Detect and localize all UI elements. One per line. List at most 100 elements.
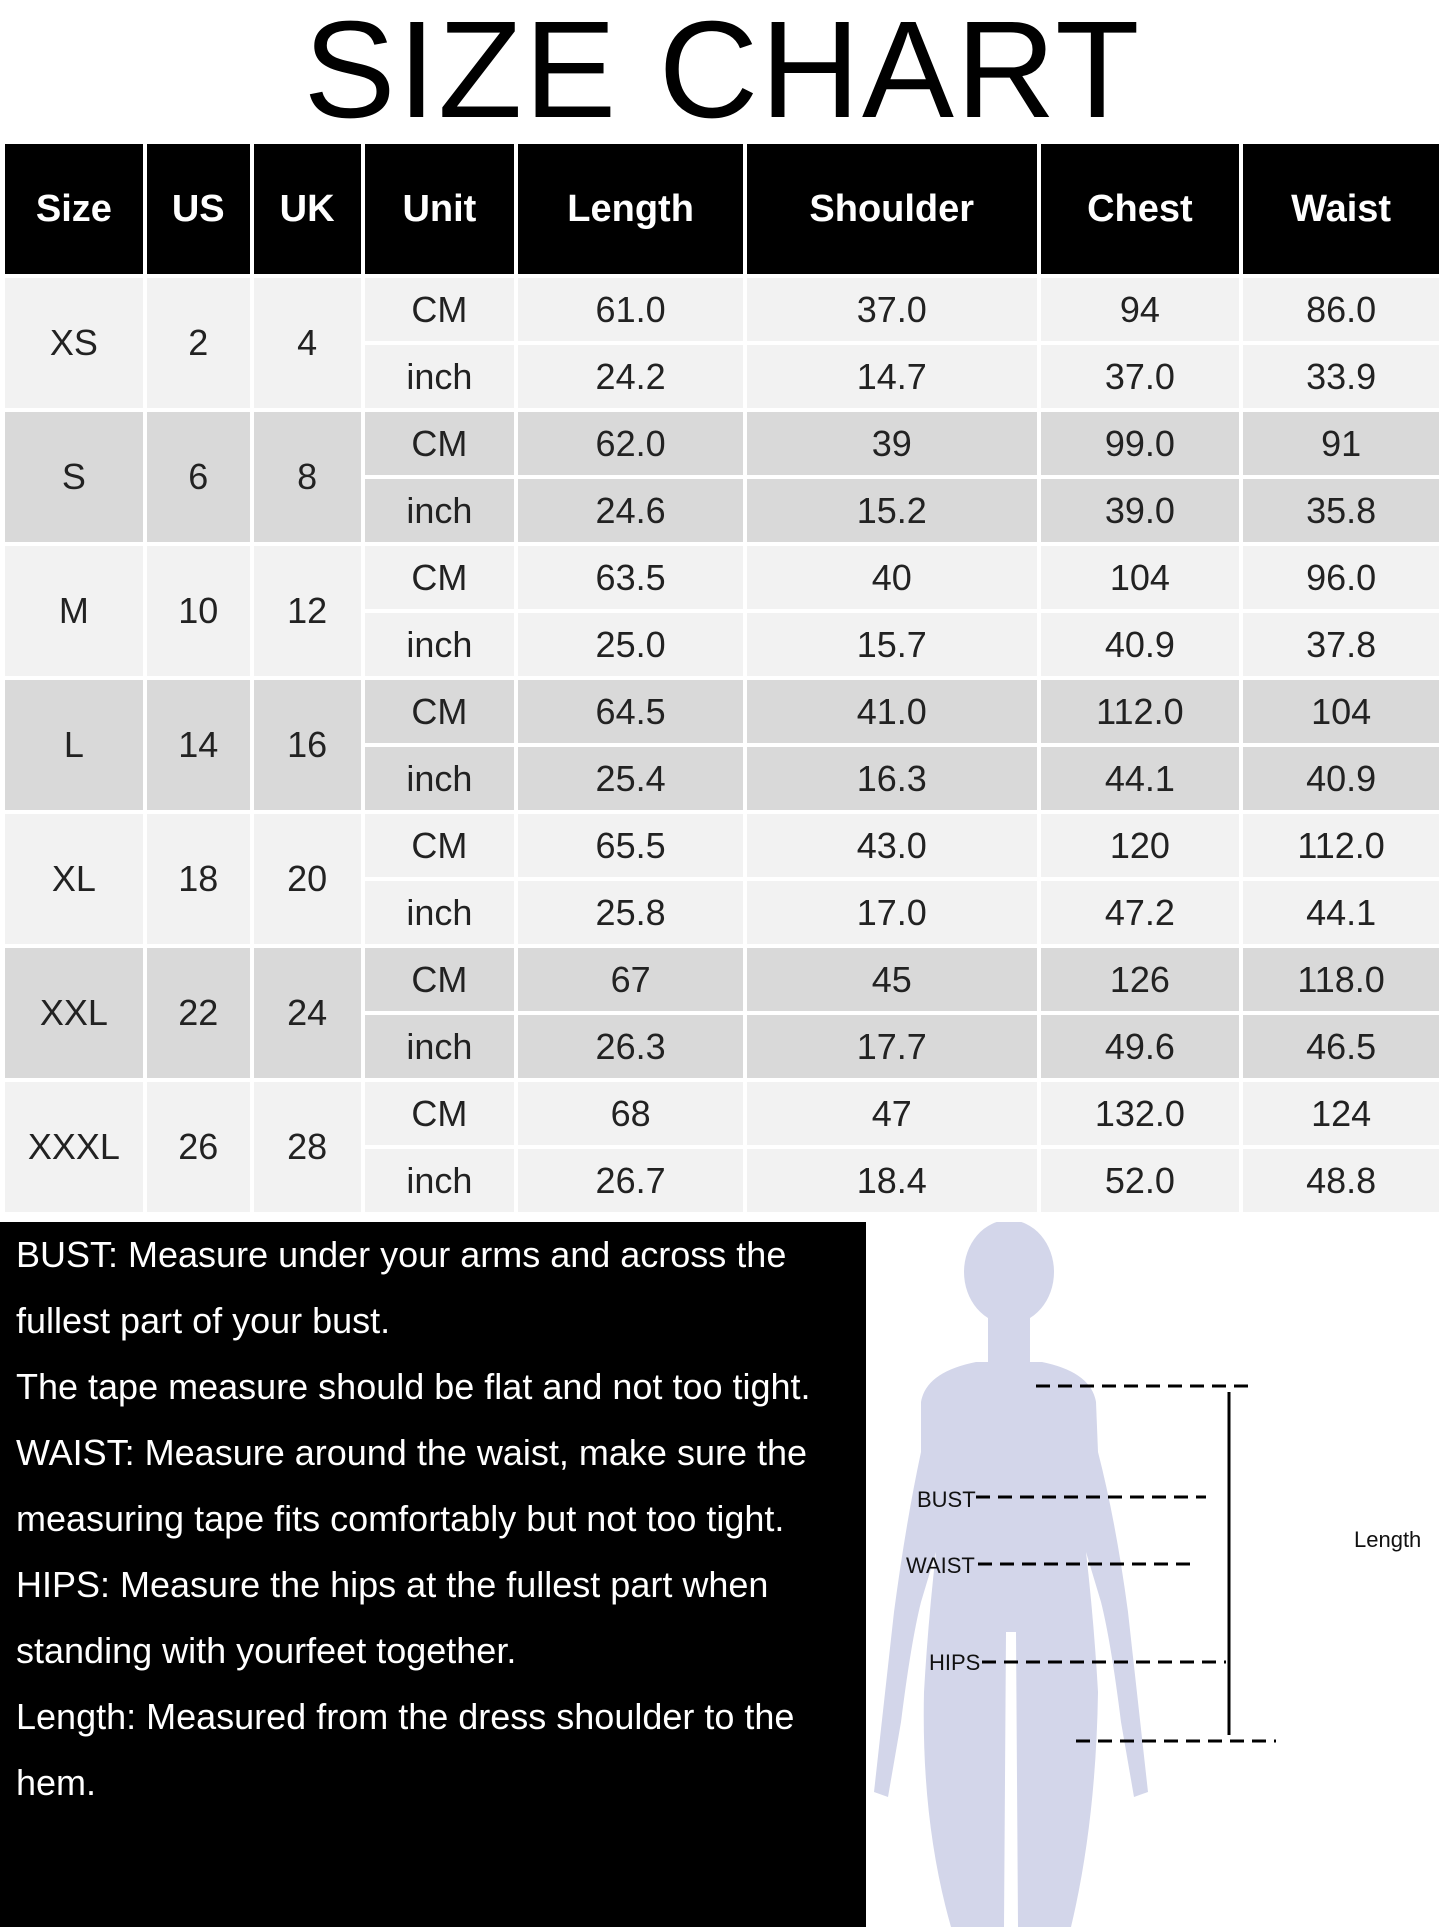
cell-size: XL — [5, 814, 143, 944]
header-size: Size — [5, 144, 143, 274]
cell-unit: inch — [364, 881, 515, 944]
cell-shoulder: 43.0 — [746, 814, 1037, 877]
silhouette — [874, 1220, 1148, 1927]
length-label: Length — [1354, 1527, 1422, 1552]
table-row: inch 24.6 15.2 39.0 35.8 — [5, 479, 1439, 542]
cell-length: 25.8 — [518, 881, 743, 944]
note-waist: WAIST: Measure around the waist, make su… — [16, 1432, 808, 1539]
cell-us: 14 — [146, 680, 250, 810]
note-bust: BUST: Measure under your arms and across… — [16, 1234, 787, 1341]
cell-uk: 12 — [253, 546, 361, 676]
cell-shoulder: 41.0 — [746, 680, 1037, 743]
cell-waist: 96.0 — [1243, 546, 1439, 609]
cell-chest: 52.0 — [1040, 1149, 1240, 1212]
note-tape: The tape measure should be flat and not … — [16, 1366, 811, 1407]
cell-length: 25.0 — [518, 613, 743, 676]
cell-uk: 16 — [253, 680, 361, 810]
cell-length: 68 — [518, 1082, 743, 1145]
cell-unit: CM — [364, 1082, 515, 1145]
cell-unit: CM — [364, 412, 515, 475]
cell-uk: 4 — [253, 278, 361, 408]
cell-waist: 48.8 — [1243, 1149, 1439, 1212]
cell-shoulder: 14.7 — [746, 345, 1037, 408]
cell-chest: 104 — [1040, 546, 1240, 609]
cell-waist: 86.0 — [1243, 278, 1439, 341]
cell-uk: 20 — [253, 814, 361, 944]
cell-length: 24.2 — [518, 345, 743, 408]
cell-us: 10 — [146, 546, 250, 676]
table-row: inch 25.8 17.0 47.2 44.1 — [5, 881, 1439, 944]
cell-shoulder: 16.3 — [746, 747, 1037, 810]
page-title: SIZE CHART — [303, 0, 1142, 147]
cell-uk: 24 — [253, 948, 361, 1078]
table-row: XXL 22 24 CM 67 45 126 118.0 — [5, 948, 1439, 1078]
cell-chest: 126 — [1040, 948, 1240, 1011]
cell-unit: inch — [364, 479, 515, 542]
header-shoulder: Shoulder — [746, 144, 1037, 274]
cell-length: 67 — [518, 948, 743, 1011]
cell-chest: 47.2 — [1040, 881, 1240, 944]
cell-chest: 94 — [1040, 278, 1240, 341]
cell-size: L — [5, 680, 143, 810]
cell-chest: 39.0 — [1040, 479, 1240, 542]
body-measurement-figure: BUST WAIST HIPS Length — [866, 1220, 1445, 1927]
header-length: Length — [518, 144, 743, 274]
measure-lines — [976, 1384, 1276, 1743]
table-row: XL 18 20 CM 65.5 43.0 120 112.0 — [5, 814, 1439, 944]
note-hips: HIPS: Measure the hips at the fullest pa… — [16, 1564, 769, 1671]
cell-length: 64.5 — [518, 680, 743, 743]
cell-shoulder: 18.4 — [746, 1149, 1037, 1212]
cell-chest: 44.1 — [1040, 747, 1240, 810]
cell-unit: inch — [364, 1149, 515, 1212]
header-row: Size US UK Unit Length Shoulder Chest Waist — [5, 144, 1439, 274]
cell-shoulder: 47 — [746, 1082, 1037, 1145]
table-row: inch 24.2 14.7 37.0 33.9 — [5, 345, 1439, 408]
cell-waist: 40.9 — [1243, 747, 1439, 810]
cell-waist: 112.0 — [1243, 814, 1439, 877]
body-silhouette-illustration — [874, 1220, 1276, 1927]
cell-waist: 124 — [1243, 1082, 1439, 1145]
cell-waist: 37.8 — [1243, 613, 1439, 676]
cell-length: 25.4 — [518, 747, 743, 810]
note-length: Length: Measured from the dress shoulder… — [16, 1696, 795, 1803]
header-uk: UK — [253, 144, 361, 274]
cell-shoulder: 39 — [746, 412, 1037, 475]
table-row: inch 25.0 15.7 40.9 37.8 — [5, 613, 1439, 676]
cell-us: 2 — [146, 278, 250, 408]
cell-length: 24.6 — [518, 479, 743, 542]
cell-unit: CM — [364, 814, 515, 877]
bust-label: BUST — [917, 1487, 976, 1512]
cell-chest: 99.0 — [1040, 412, 1240, 475]
table-row: inch 26.3 17.7 49.6 46.5 — [5, 1015, 1439, 1078]
waist-label: WAIST — [906, 1553, 975, 1578]
cell-waist: 46.5 — [1243, 1015, 1439, 1078]
hips-label: HIPS — [929, 1650, 981, 1675]
cell-uk: 8 — [253, 412, 361, 542]
cell-chest: 112.0 — [1040, 680, 1240, 743]
cell-length: 61.0 — [518, 278, 743, 341]
cell-unit: inch — [364, 345, 515, 408]
cell-length: 62.0 — [518, 412, 743, 475]
table-row: inch 26.7 18.4 52.0 48.8 — [5, 1149, 1439, 1212]
cell-size: XXL — [5, 948, 143, 1078]
cell-length: 63.5 — [518, 546, 743, 609]
cell-shoulder: 37.0 — [746, 278, 1037, 341]
cell-shoulder: 17.0 — [746, 881, 1037, 944]
cell-waist: 33.9 — [1243, 345, 1439, 408]
table-row: inch 25.4 16.3 44.1 40.9 — [5, 747, 1439, 810]
cell-size: XS — [5, 278, 143, 408]
cell-size: S — [5, 412, 143, 542]
cell-size: M — [5, 546, 143, 676]
cell-unit: CM — [364, 546, 515, 609]
cell-unit: inch — [364, 747, 515, 810]
cell-length: 26.3 — [518, 1015, 743, 1078]
cell-shoulder: 15.7 — [746, 613, 1037, 676]
cell-uk: 28 — [253, 1082, 361, 1212]
cell-shoulder: 45 — [746, 948, 1037, 1011]
cell-unit: CM — [364, 680, 515, 743]
size-table: Size US UK Unit Length Shoulder Chest Waist XS 2… — [1, 140, 1443, 1216]
cell-waist: 35.8 — [1243, 479, 1439, 542]
table-row: XS 2 4 CM 61.0 37.0 94 86.0 — [5, 278, 1439, 408]
cell-length: 65.5 — [518, 814, 743, 877]
cell-waist: 104 — [1243, 680, 1439, 743]
